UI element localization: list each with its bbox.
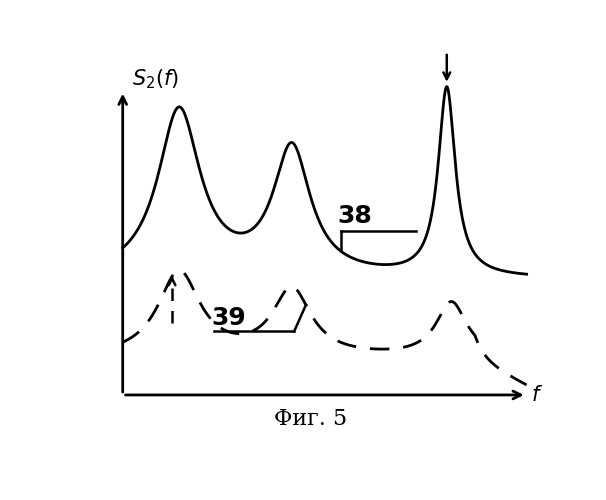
Text: Фиг. 5: Фиг. 5 [274,408,347,430]
Text: 39: 39 [211,306,246,330]
Text: $S_2(f)$: $S_2(f)$ [132,67,179,91]
Text: 38: 38 [338,204,373,228]
Text: $f$: $f$ [531,385,544,405]
